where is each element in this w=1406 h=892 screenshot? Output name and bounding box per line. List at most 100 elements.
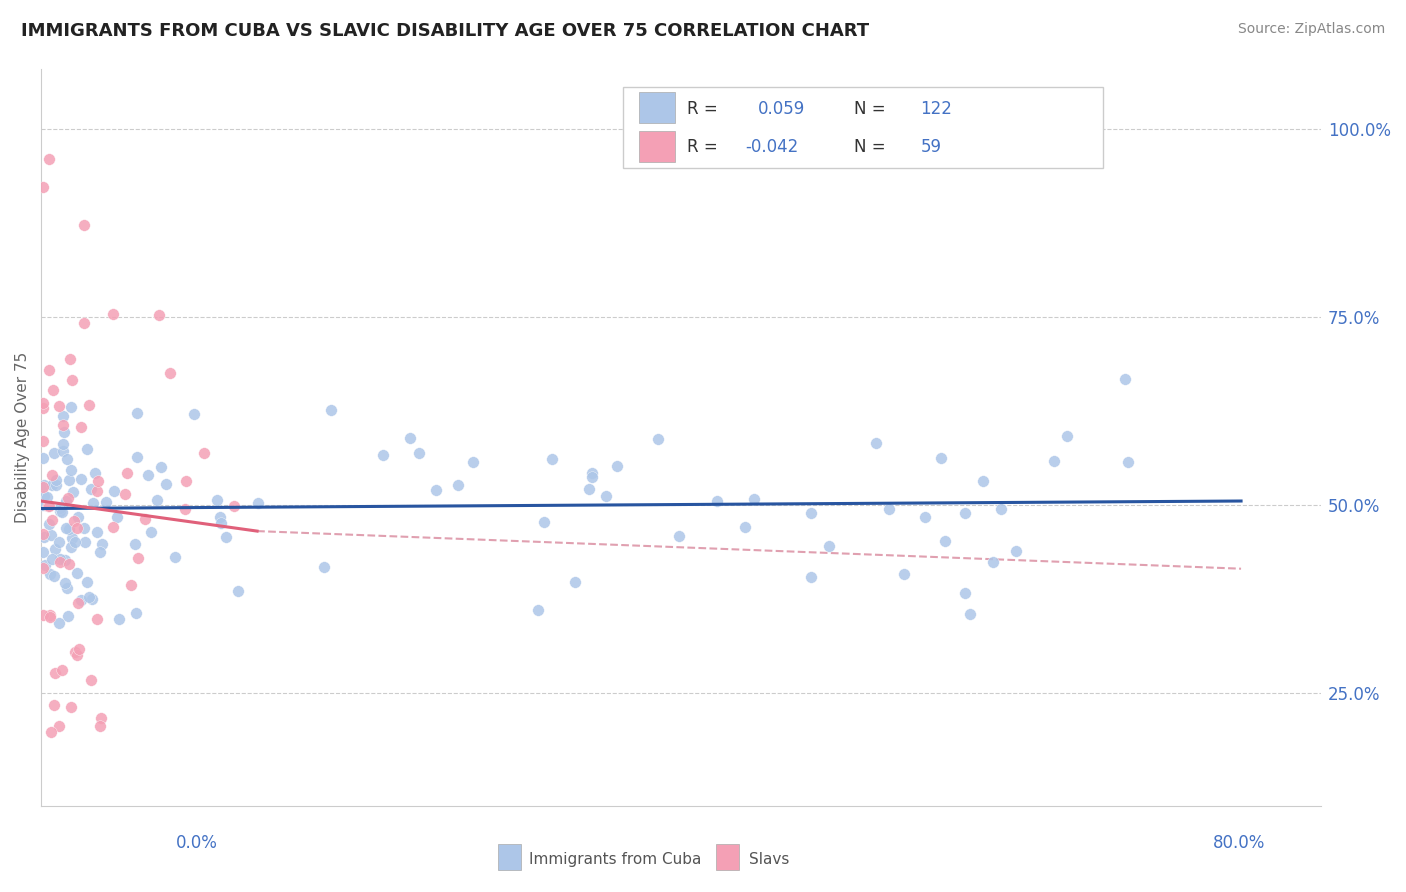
Point — [66, 509, 89, 524]
Text: IMMIGRANTS FROM CUBA VS SLAVIC DISABILITY AGE OVER 75 CORRELATION CHART: IMMIGRANTS FROM CUBA VS SLAVIC DISABILIT… — [21, 22, 869, 40]
Point — [82, 496, 104, 510]
Point — [125, 450, 148, 464]
Point — [89, 718, 111, 732]
Point — [953, 506, 976, 520]
Point — [247, 496, 270, 510]
FancyBboxPatch shape — [623, 87, 1104, 168]
FancyBboxPatch shape — [638, 93, 675, 123]
Point — [877, 502, 900, 516]
Point — [136, 468, 159, 483]
Point — [103, 483, 125, 498]
Point — [42, 446, 65, 460]
Point — [32, 434, 55, 448]
Point — [60, 373, 83, 387]
Point — [69, 642, 91, 657]
Point — [32, 561, 55, 575]
Point — [48, 552, 70, 566]
Point — [31, 499, 53, 513]
Point — [55, 521, 77, 535]
Point — [124, 537, 146, 551]
Text: R =: R = — [688, 138, 724, 156]
Point — [174, 501, 197, 516]
FancyBboxPatch shape — [638, 130, 675, 161]
Point — [41, 513, 63, 527]
Text: Source: ZipAtlas.com: Source: ZipAtlas.com — [1237, 22, 1385, 37]
Point — [31, 608, 53, 623]
Text: 0.0%: 0.0% — [176, 834, 218, 852]
Point — [211, 516, 233, 530]
Point — [86, 483, 108, 498]
Point — [62, 484, 84, 499]
Point — [35, 490, 58, 504]
Text: Slavs: Slavs — [748, 852, 789, 867]
Point — [56, 581, 79, 595]
Text: N =: N = — [853, 100, 891, 118]
Point — [31, 480, 53, 494]
Point — [45, 477, 67, 491]
Point — [42, 698, 65, 712]
Point — [893, 567, 915, 582]
Point — [70, 593, 93, 607]
Point — [668, 529, 690, 543]
Point — [77, 590, 100, 604]
Point — [86, 612, 108, 626]
Point — [127, 550, 149, 565]
Point — [1043, 454, 1066, 468]
Point — [371, 448, 394, 462]
Point — [52, 444, 75, 458]
Point — [865, 435, 887, 450]
Point — [159, 367, 181, 381]
Point — [1114, 372, 1136, 386]
Point — [69, 420, 91, 434]
Text: Immigrants from Cuba: Immigrants from Cuba — [529, 852, 702, 867]
Point — [48, 534, 70, 549]
Point — [127, 406, 149, 420]
Point — [312, 560, 335, 574]
Point — [564, 574, 586, 589]
Point — [32, 478, 55, 492]
Point — [55, 451, 77, 466]
Text: N =: N = — [853, 138, 891, 156]
Point — [48, 399, 70, 413]
Point — [139, 524, 162, 539]
Point — [176, 475, 198, 489]
Point — [1116, 455, 1139, 469]
Point — [75, 534, 97, 549]
Point — [37, 500, 59, 514]
Point — [86, 525, 108, 540]
Point — [224, 499, 246, 513]
Point — [146, 493, 169, 508]
Point — [52, 409, 75, 423]
Point — [51, 663, 73, 677]
Point — [34, 558, 56, 573]
Point — [541, 452, 564, 467]
Point — [972, 474, 994, 488]
Point — [53, 425, 76, 439]
Point — [90, 537, 112, 551]
Point — [742, 492, 765, 507]
Point — [58, 522, 80, 536]
Point — [84, 466, 107, 480]
Point — [89, 545, 111, 559]
Point — [59, 401, 82, 415]
Point — [31, 527, 53, 541]
Point — [42, 384, 65, 398]
Point — [818, 539, 841, 553]
Point — [205, 493, 228, 508]
Text: -0.042: -0.042 — [745, 138, 799, 156]
Point — [90, 711, 112, 725]
Point — [66, 521, 89, 535]
Point — [59, 351, 82, 366]
Point — [38, 152, 60, 166]
Point — [1056, 428, 1078, 442]
Point — [914, 509, 936, 524]
Point — [706, 494, 728, 508]
Point — [595, 489, 617, 503]
Point — [39, 610, 62, 624]
Point — [39, 527, 62, 541]
Point — [51, 437, 73, 451]
Point — [49, 504, 72, 518]
Point — [533, 515, 555, 529]
Point — [73, 316, 96, 330]
Point — [32, 489, 55, 503]
